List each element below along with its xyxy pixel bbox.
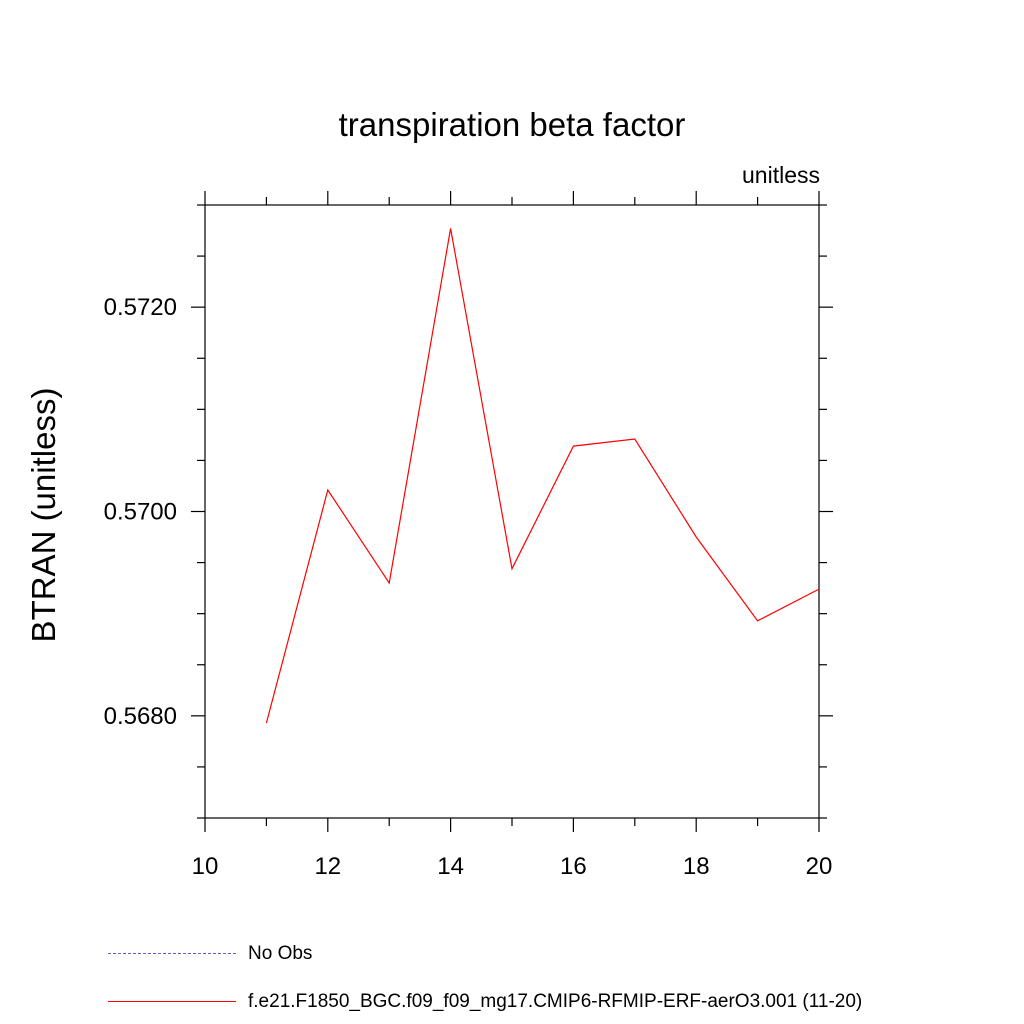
y-tick-label: 0.5680 [104, 703, 177, 730]
x-tick-label: 16 [560, 853, 587, 880]
plot-axes: 10 12 14 16 18 20 0.5680 0.5700 0.5720 [104, 191, 833, 880]
legend-label: No Obs [248, 943, 313, 964]
legend-label: f.e21.F1850_BGC.f09_f09_mg17.CMIP6-RFMIP… [248, 991, 863, 1012]
x-tick-label: 18 [683, 853, 710, 880]
chart-units-label: unitless [742, 162, 820, 188]
legend-swatch-solid [108, 1001, 236, 1002]
y-tick-label: 0.5720 [104, 294, 177, 321]
plot-series [265, 228, 820, 724]
x-tick-label: 12 [314, 853, 341, 880]
legend-swatch-dashed [108, 953, 236, 954]
chart-title: transpiration beta factor [338, 106, 686, 143]
plot-frame [204, 204, 820, 819]
y-tick-label: 0.5700 [104, 499, 177, 526]
series-line [265, 228, 820, 724]
x-tick-label: 14 [437, 853, 464, 880]
y-axis-label: BTRAN (unitless) [25, 387, 62, 643]
x-tick-label: 20 [806, 853, 833, 880]
x-tick-label: 10 [192, 853, 219, 880]
